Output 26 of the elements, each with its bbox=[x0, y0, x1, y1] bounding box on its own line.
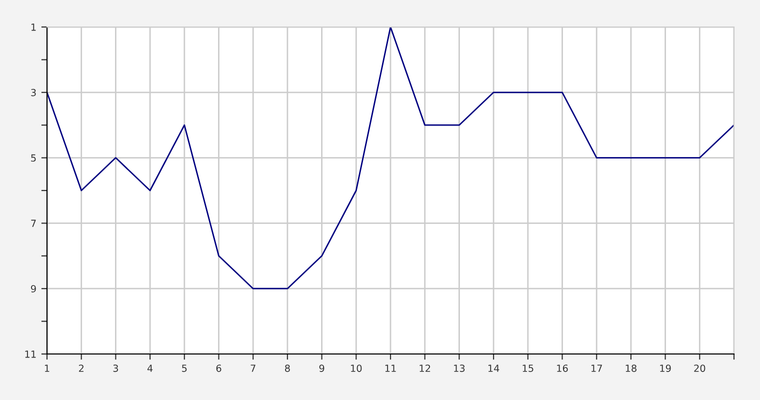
x-tick-label: 20 bbox=[694, 364, 706, 372]
x-tick-label: 3 bbox=[113, 364, 118, 372]
x-tick-label: 10 bbox=[351, 364, 362, 372]
x-tick-label: 4 bbox=[147, 364, 153, 372]
x-tick-label: 17 bbox=[591, 364, 602, 372]
x-tick-label: 7 bbox=[250, 364, 256, 372]
x-tick-label: 5 bbox=[182, 364, 187, 372]
x-tick-label: 11 bbox=[385, 364, 396, 372]
x-tick-label: 8 bbox=[285, 364, 290, 372]
x-tick-label: 9 bbox=[319, 364, 324, 372]
y-tick-label: 3 bbox=[31, 88, 36, 96]
y-tick-label: 1 bbox=[31, 24, 36, 31]
x-tick-label: 19 bbox=[660, 364, 671, 372]
y-tick-label: 11 bbox=[25, 350, 36, 358]
y-tick-label: 5 bbox=[31, 154, 36, 162]
y-tick-label: 7 bbox=[31, 220, 36, 227]
x-tick-label: 1 bbox=[44, 364, 50, 372]
x-tick-label: 16 bbox=[557, 364, 568, 372]
x-tick-label: 6 bbox=[216, 364, 222, 372]
x-tick-label: 18 bbox=[626, 364, 636, 372]
x-tick-label: 2 bbox=[78, 364, 84, 372]
y-tick-label: 9 bbox=[31, 285, 36, 292]
x-tick-label: 12 bbox=[420, 364, 430, 372]
x-tick-label: 13 bbox=[454, 364, 465, 372]
x-tick-label: 14 bbox=[488, 364, 500, 372]
x-tick-label: 15 bbox=[522, 364, 534, 372]
